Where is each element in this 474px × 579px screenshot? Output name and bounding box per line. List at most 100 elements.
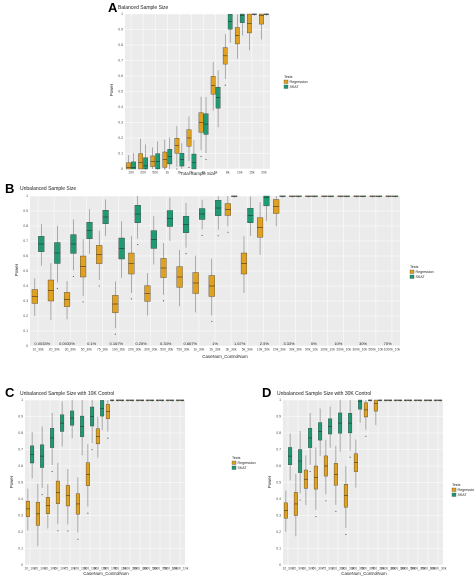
- y-tick-label: 0.8: [18, 431, 23, 435]
- outlier-point: [224, 84, 226, 86]
- percent-label: 2.5%: [260, 341, 270, 346]
- legend-key-skat: [231, 465, 237, 470]
- outlier-point: [56, 287, 58, 289]
- y-axis-label: Power: [109, 83, 114, 96]
- box-skat: [263, 195, 270, 207]
- outlier-point: [349, 456, 351, 458]
- box-regression: [373, 399, 378, 412]
- x-tick-label: 200: [140, 171, 146, 175]
- outlier-point: [227, 231, 229, 233]
- outlier-point: [188, 166, 190, 169]
- x-tick-label: 8k: [226, 171, 230, 175]
- legend-key-skat: [409, 274, 415, 279]
- x-tick-label: 50_30k: [312, 567, 323, 571]
- x-tick-label: 200_30k: [341, 567, 354, 571]
- x-tick-label: 300k_10k: [352, 348, 367, 352]
- x-tick-label: 500_10k: [103, 567, 116, 571]
- y-tick-label: 0.4: [23, 284, 28, 288]
- x-tick-label: 20k_30k: [273, 348, 286, 352]
- y-tick-label: 0.2: [118, 136, 123, 140]
- outlier-point: [335, 510, 337, 512]
- y-tick-label: 0.4: [18, 497, 23, 501]
- y-tick-label: 0.9: [276, 415, 281, 419]
- x-tick-label: 2k_30k: [210, 348, 221, 352]
- x-tick-label: 20_10k: [34, 567, 45, 571]
- percent-label: 1%: [212, 341, 218, 346]
- x-tick-label: 7500_30k: [421, 567, 436, 571]
- panel-d: D Unbalanced Sample Size with 30K Control…: [262, 385, 474, 576]
- legend-key-regression: [409, 269, 415, 274]
- panel-letter: B: [5, 181, 14, 196]
- x-tick-label: 100_30k: [331, 567, 344, 571]
- legend-label: Regression: [238, 461, 256, 465]
- outlier-point: [51, 470, 53, 473]
- x-tick-label: 1000_30k: [381, 567, 396, 571]
- x-tick-label: 200k_10k: [336, 348, 351, 352]
- x-tick-label: 300_30k: [144, 348, 157, 352]
- y-tick-label: 0.5: [18, 481, 23, 485]
- box-skat: [191, 153, 197, 170]
- outlier-point: [98, 285, 100, 287]
- legend-title: Tests: [284, 75, 293, 79]
- x-tick-label: 300_30k: [351, 567, 364, 571]
- y-tick-label: 0.2: [18, 530, 23, 534]
- percent-label: 0.25%: [135, 341, 147, 346]
- y-tick-label: 0.9: [118, 28, 123, 32]
- legend-key-regression: [283, 79, 289, 84]
- y-tick-label: 0.4: [118, 105, 123, 109]
- outlier-point: [205, 158, 207, 160]
- chart-title: Unbalanced Sample Size: [20, 186, 76, 192]
- x-axis-label: CaseNum_ControlNum: [83, 571, 129, 576]
- x-tick-label: 100: [128, 171, 134, 175]
- x-tick-label: 2k: [178, 171, 182, 175]
- panel-c: C Unbalanced Sample Size with 10K Control…: [5, 385, 256, 576]
- x-tick-label: 5k_30k: [242, 348, 253, 352]
- box-skat: [131, 161, 136, 170]
- x-tick-label: 1000k_10k: [384, 348, 401, 352]
- x-tick-label: 10_30k: [32, 348, 43, 352]
- x-tick-label: 2000_10k: [133, 567, 148, 571]
- box-regression: [259, 13, 264, 25]
- x-axis-label: CaseNum_ControlNum: [202, 354, 248, 359]
- y-tick-label: 0.7: [23, 239, 28, 243]
- y-axis-label: Power: [14, 263, 19, 276]
- outlier-point: [201, 234, 203, 236]
- percent-label: 5%: [311, 341, 317, 346]
- outlier-point: [57, 530, 59, 532]
- x-tick-label: 20_30k: [292, 567, 303, 571]
- y-tick-label: 0.5: [23, 269, 28, 273]
- legend-key-regression: [451, 487, 457, 492]
- box-regression: [126, 162, 131, 170]
- legend-key-skat: [451, 492, 457, 497]
- y-tick-label: 0.2: [23, 314, 28, 318]
- percent-label: 0.0033%: [59, 341, 75, 346]
- legend-key-skat: [283, 84, 289, 89]
- x-tick-label: 5000_30k: [411, 567, 426, 571]
- panel-letter: D: [262, 385, 271, 400]
- legend-key-regression: [231, 460, 237, 465]
- outlier-point: [299, 499, 301, 501]
- x-tick-label: 200_30k: [128, 348, 141, 352]
- x-tick-label: 50_30k: [81, 348, 92, 352]
- outlier-point: [217, 235, 219, 237]
- x-tick-label: 30_30k: [65, 348, 76, 352]
- y-tick-label: 0.2: [276, 530, 281, 534]
- x-axis-label: CaseNum_ControlNum: [341, 571, 387, 576]
- x-tick-label: 10k: [237, 171, 243, 175]
- outlier-point: [365, 435, 367, 437]
- outlier-point: [41, 494, 43, 496]
- outlier-point: [137, 244, 139, 246]
- x-tick-label: 50k_10k: [305, 348, 318, 352]
- y-tick-label: 0.5: [276, 481, 281, 485]
- panel-letter: A: [108, 0, 118, 15]
- x-tick-label: 100_10k: [73, 567, 86, 571]
- y-tick-label: 0.1: [118, 152, 123, 156]
- outlier-point: [91, 449, 93, 451]
- percent-label: 1.67%: [234, 341, 246, 346]
- x-tick-label: 10000_30k: [430, 567, 447, 571]
- x-tick-label: 20_30k: [49, 348, 60, 352]
- x-tick-label: 3000_10k: [143, 567, 158, 571]
- x-tick-label: 5k: [214, 171, 218, 175]
- percent-label: 0.167%: [110, 341, 124, 346]
- legend-label: Regression: [458, 488, 474, 492]
